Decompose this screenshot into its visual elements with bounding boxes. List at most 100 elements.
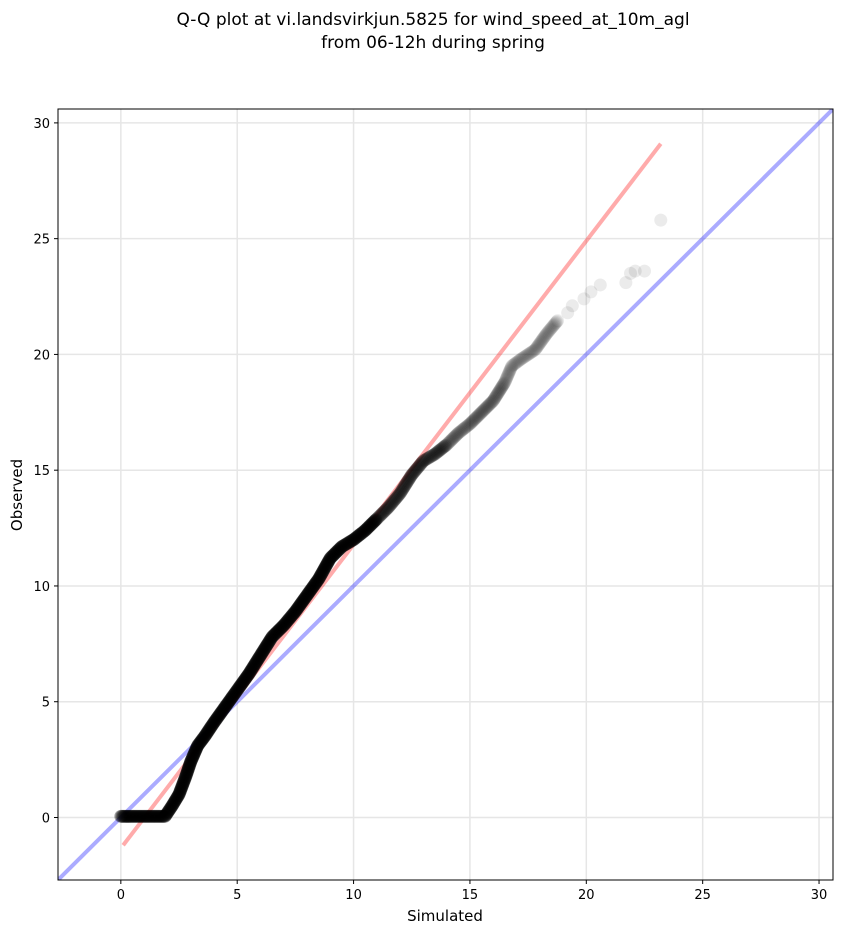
data-point — [509, 356, 523, 370]
data-point — [166, 797, 180, 811]
data-point — [334, 540, 348, 554]
data-point — [290, 602, 304, 616]
data-point — [485, 395, 499, 409]
data-point — [323, 552, 337, 566]
data-point — [216, 703, 230, 717]
data-point — [265, 630, 279, 644]
data-point — [496, 378, 510, 392]
data-point — [177, 775, 191, 789]
data-point — [423, 450, 437, 464]
data-point — [233, 679, 247, 693]
data-point — [204, 721, 218, 735]
data-point — [451, 426, 465, 440]
data-point — [421, 451, 435, 465]
data-point — [389, 491, 403, 505]
data-point — [185, 752, 199, 766]
data-point — [313, 569, 327, 583]
data-point — [312, 572, 326, 586]
y-tick-label: 5 — [42, 696, 50, 711]
data-point — [493, 383, 507, 397]
data-point — [489, 389, 503, 403]
data-point — [503, 364, 516, 378]
data-point — [293, 598, 307, 612]
data-point — [268, 627, 282, 641]
data-point — [392, 488, 406, 502]
y-tick-label: 30 — [33, 117, 50, 132]
data-point — [327, 548, 341, 562]
data-point — [400, 476, 414, 490]
data-point — [357, 524, 371, 538]
data-point — [297, 593, 311, 607]
data-point — [138, 809, 152, 823]
data-point — [224, 692, 238, 706]
data-point — [115, 809, 129, 823]
data-point — [219, 699, 233, 713]
data-point — [285, 609, 299, 623]
data-point — [244, 664, 258, 678]
data-point — [561, 306, 575, 320]
data-point — [176, 776, 190, 790]
y-axis-ticks: 0 5 10 15 20 25 30 — [33, 117, 58, 826]
data-point — [239, 671, 253, 685]
data-point — [253, 648, 267, 662]
data-point — [259, 640, 273, 654]
data-point — [491, 386, 505, 399]
data-point — [139, 809, 153, 823]
data-point — [410, 461, 424, 475]
data-point — [202, 724, 216, 737]
data-point — [155, 809, 169, 823]
data-point — [426, 448, 440, 462]
data-point — [208, 715, 222, 729]
data-point — [275, 620, 289, 634]
data-point — [306, 580, 320, 594]
data-point — [174, 782, 188, 796]
data-point — [221, 696, 235, 710]
data-point — [159, 808, 173, 822]
data-point — [624, 266, 638, 280]
data-point — [199, 727, 213, 741]
data-point — [466, 414, 480, 428]
data-point — [260, 638, 274, 652]
data-point — [271, 624, 285, 638]
data-point — [165, 799, 179, 813]
data-point — [146, 809, 160, 823]
data-point — [486, 394, 500, 408]
data-point — [187, 746, 201, 760]
data-point — [515, 351, 529, 365]
data-point — [193, 735, 207, 749]
data-point — [168, 795, 182, 809]
data-point — [180, 767, 194, 780]
data-point — [231, 682, 245, 696]
data-point — [547, 318, 561, 332]
data-point — [406, 467, 420, 481]
data-point — [197, 730, 211, 744]
data-point — [489, 390, 503, 404]
data-point — [438, 439, 452, 453]
data-point — [316, 565, 330, 579]
data-point — [252, 650, 266, 664]
data-point — [321, 555, 335, 569]
data-point — [628, 264, 642, 278]
y-tick-label: 15 — [33, 464, 50, 479]
data-point — [211, 710, 225, 724]
x-tick-label: 5 — [233, 888, 241, 903]
data-point — [266, 629, 280, 643]
data-point — [481, 399, 495, 413]
data-point — [335, 540, 349, 554]
data-point — [360, 522, 374, 536]
data-point — [493, 382, 507, 396]
data-point — [151, 809, 165, 823]
data-point — [521, 347, 535, 361]
data-point — [356, 525, 370, 539]
data-point — [124, 809, 138, 823]
data-point — [280, 615, 294, 629]
data-point — [267, 628, 281, 642]
data-point — [175, 780, 189, 794]
data-point — [241, 668, 255, 682]
data-point — [458, 421, 472, 435]
data-point — [403, 471, 417, 485]
data-point — [445, 433, 459, 447]
data-point — [236, 675, 250, 689]
data-point — [179, 768, 193, 782]
